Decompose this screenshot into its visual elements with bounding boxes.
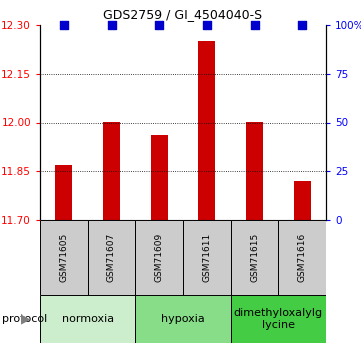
Point bbox=[252, 22, 257, 28]
Bar bbox=[135, 220, 183, 295]
Title: GDS2759 / GI_4504040-S: GDS2759 / GI_4504040-S bbox=[104, 8, 262, 21]
Text: GSM71609: GSM71609 bbox=[155, 233, 164, 282]
Text: GSM71616: GSM71616 bbox=[298, 233, 306, 282]
Point bbox=[299, 22, 305, 28]
Text: GSM71615: GSM71615 bbox=[250, 233, 259, 282]
Point bbox=[61, 22, 67, 28]
Bar bbox=[88, 220, 135, 295]
Bar bbox=[103, 122, 120, 220]
Text: GSM71605: GSM71605 bbox=[59, 233, 68, 282]
Point bbox=[109, 22, 114, 28]
Point bbox=[204, 22, 210, 28]
Bar bbox=[199, 41, 215, 220]
Bar bbox=[278, 220, 326, 295]
Point bbox=[156, 22, 162, 28]
Text: ▶: ▶ bbox=[21, 313, 30, 325]
Text: dimethyloxalylg
lycine: dimethyloxalylg lycine bbox=[234, 308, 323, 330]
Text: GSM71607: GSM71607 bbox=[107, 233, 116, 282]
Text: hypoxia: hypoxia bbox=[161, 314, 205, 324]
Bar bbox=[151, 136, 168, 220]
Bar bbox=[231, 220, 278, 295]
Bar bbox=[231, 295, 326, 343]
Bar bbox=[40, 220, 88, 295]
Text: normoxia: normoxia bbox=[62, 314, 114, 324]
Bar bbox=[294, 181, 310, 220]
Bar bbox=[183, 220, 231, 295]
Bar bbox=[56, 165, 72, 220]
Text: GSM71611: GSM71611 bbox=[202, 233, 211, 282]
Bar bbox=[246, 122, 263, 220]
Bar bbox=[135, 295, 231, 343]
Bar bbox=[40, 295, 135, 343]
Text: protocol: protocol bbox=[2, 314, 47, 324]
